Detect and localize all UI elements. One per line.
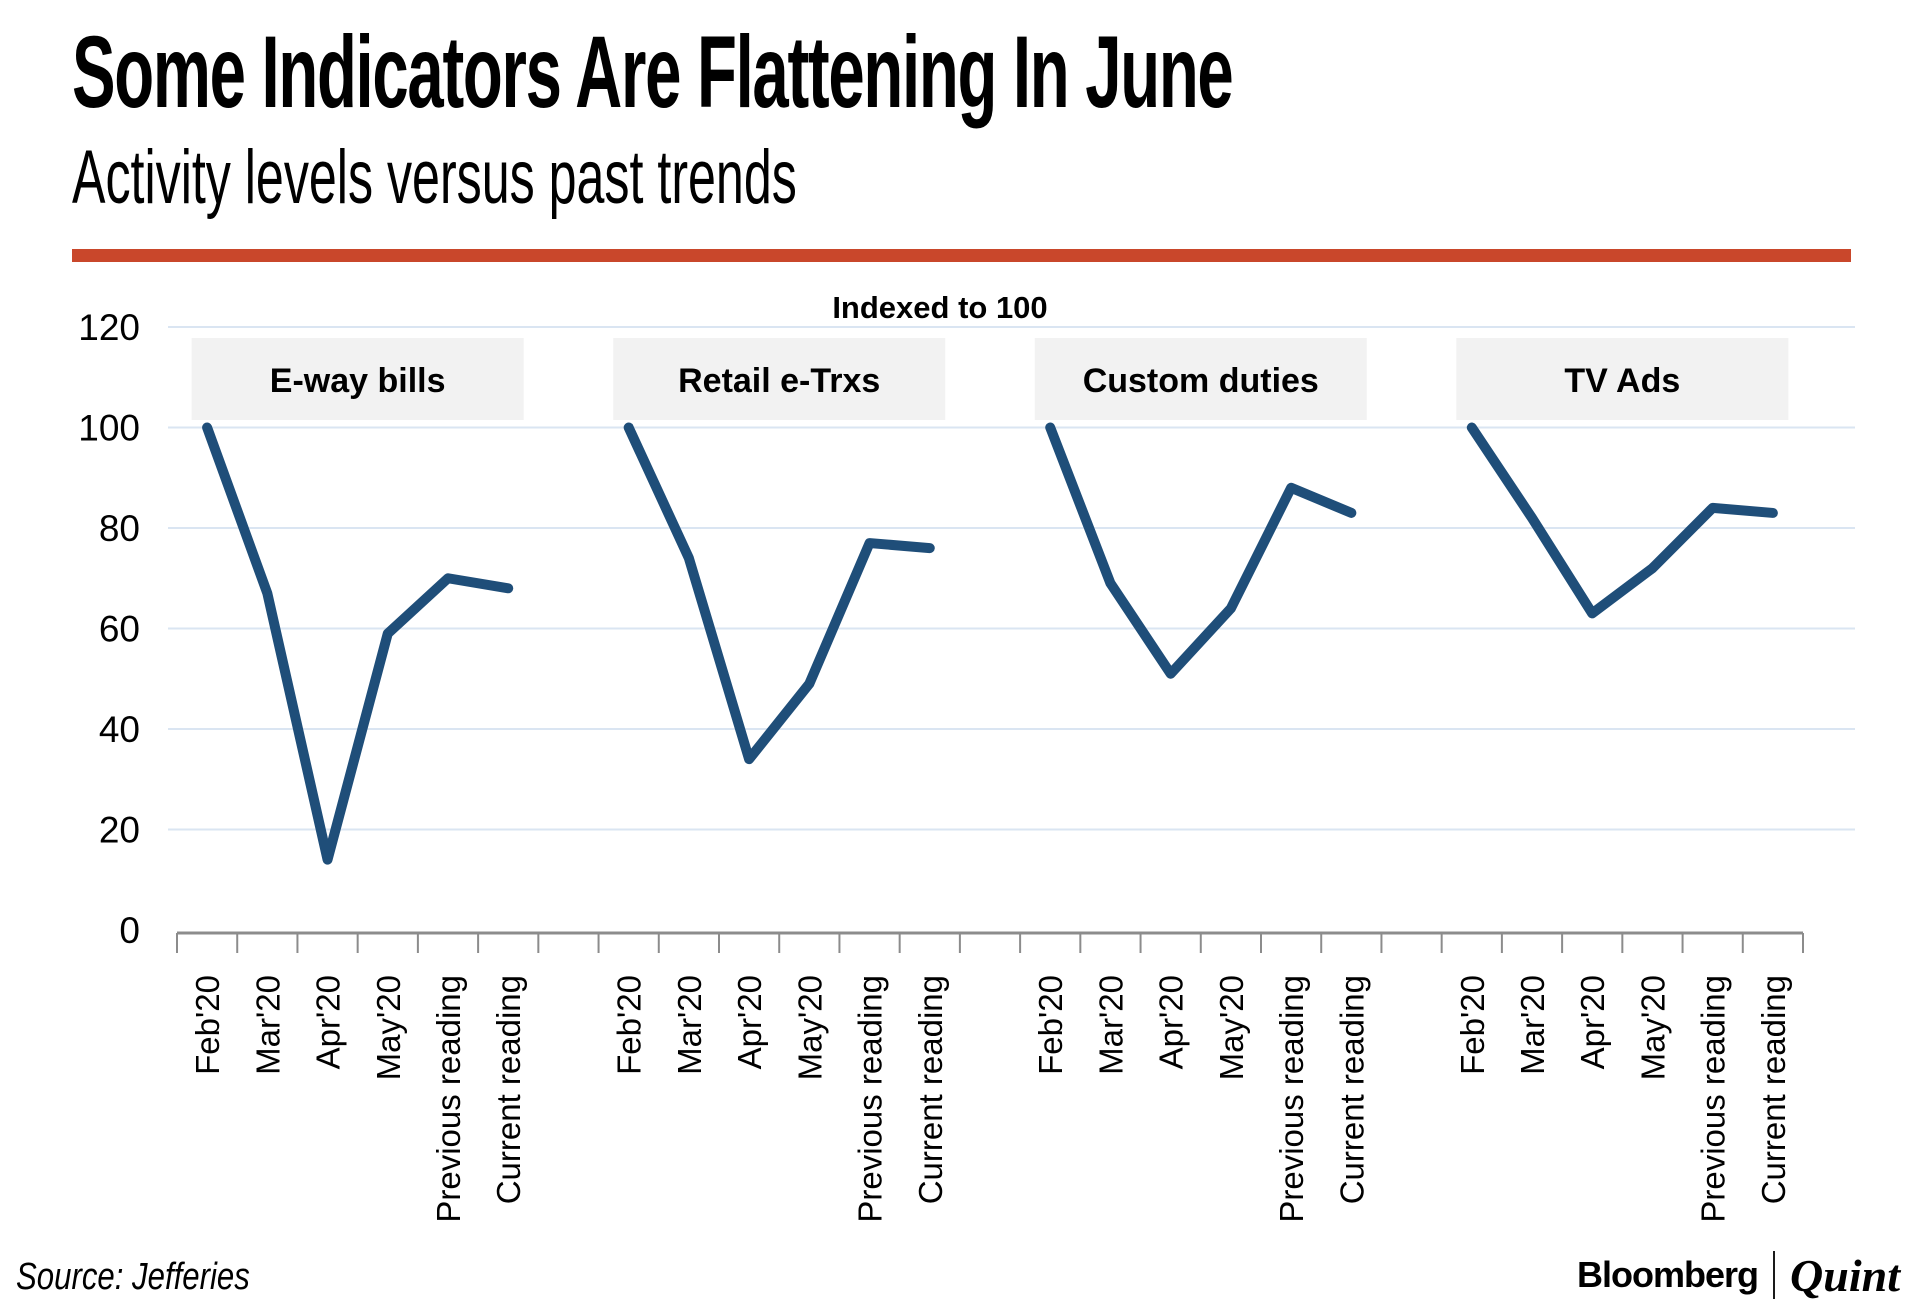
x-category-label: Mar'20 (249, 975, 286, 1075)
series-line-1 (623, 422, 935, 765)
x-category-label: Current reading (1333, 975, 1370, 1204)
y-tick-label: 120 (78, 307, 140, 348)
panel-label: Custom duties (1083, 362, 1319, 400)
accent-divider (72, 249, 1851, 262)
x-category-label: Apr'20 (310, 975, 347, 1069)
bloomberg-wordmark: Bloomberg (1577, 1254, 1759, 1295)
x-category-label: Feb'20 (1454, 975, 1491, 1075)
panel-label: E-way bills (270, 362, 446, 400)
y-tick-label: 40 (99, 709, 140, 750)
x-category-label: Feb'20 (1032, 975, 1069, 1075)
brand-logo: Bloomberg Quint (1577, 1246, 1900, 1304)
y-tick-label: 100 (78, 408, 140, 449)
x-category-label: Current reading (490, 975, 527, 1204)
x-category-label: May'20 (1213, 975, 1250, 1080)
x-category-label: Apr'20 (1153, 975, 1190, 1069)
x-category-label: May'20 (370, 975, 407, 1080)
series-line-3 (1466, 422, 1778, 619)
x-category-label: Feb'20 (189, 975, 226, 1075)
page-title: Some Indicators Are Flattening In June (72, 15, 1234, 129)
x-category-label: May'20 (1634, 975, 1671, 1080)
y-tick-label: 20 (99, 810, 140, 851)
x-category-label: Apr'20 (731, 975, 768, 1069)
panel-label-box (191, 338, 524, 420)
chart-title: Indexed to 100 (832, 290, 1047, 325)
brand-separator (1773, 1251, 1776, 1299)
x-category-label: Current reading (912, 975, 949, 1204)
source-credit: Source: Jefferies (16, 1256, 250, 1298)
x-category-label: May'20 (791, 975, 828, 1080)
panel-label: TV Ads (1564, 362, 1680, 400)
x-category-label: Previous reading (1695, 975, 1732, 1223)
y-tick-label: 0 (119, 910, 140, 951)
panel-label: Retail e-Trxs (678, 362, 880, 400)
panel-label-box (613, 338, 946, 420)
x-category-label: Previous reading (430, 975, 467, 1223)
x-category-label: Previous reading (1273, 975, 1310, 1223)
series-line-0 (202, 422, 514, 865)
x-category-label: Previous reading (852, 975, 889, 1223)
page-subtitle: Activity levels versus past trends (72, 135, 797, 220)
x-category-label: Mar'20 (1514, 975, 1551, 1075)
panel-label-box (1456, 338, 1789, 420)
x-category-label: Mar'20 (671, 975, 708, 1075)
x-category-label: Feb'20 (611, 975, 648, 1075)
series-line-2 (1045, 422, 1357, 679)
x-category-label: Mar'20 (1092, 975, 1129, 1075)
quint-wordmark: Quint (1790, 1249, 1900, 1301)
x-category-label: Current reading (1755, 975, 1792, 1204)
y-tick-label: 60 (99, 609, 140, 650)
y-tick-label: 80 (99, 508, 140, 549)
panel-label-box (1034, 338, 1367, 420)
x-category-label: Apr'20 (1574, 975, 1611, 1069)
